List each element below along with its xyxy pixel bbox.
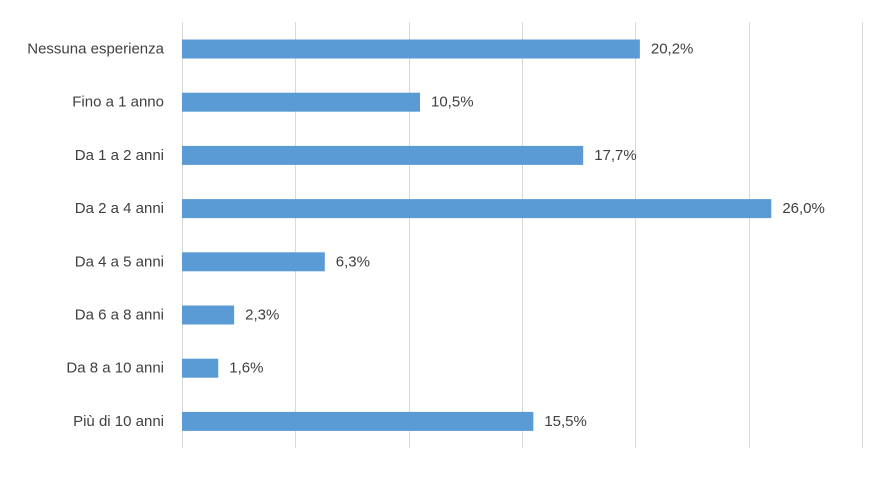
- bar-7: [182, 411, 534, 431]
- value-labels: 20,2% 10,5% 17,7% 26,0% 6,3% 2,3% 1,6% 15,5%: [229, 41, 825, 430]
- category-label-4: Da 4 a 5 anni: [75, 253, 164, 270]
- category-label-0: Nessuna esperienza: [27, 41, 164, 58]
- category-label-6: Da 8 a 10 anni: [66, 360, 164, 377]
- category-label-3: Da 2 a 4 anni: [75, 200, 164, 217]
- bar-3: [182, 199, 772, 219]
- value-label-2: 17,7%: [594, 147, 637, 164]
- bar-2: [182, 145, 584, 165]
- value-label-1: 10,5%: [431, 94, 474, 111]
- category-labels: Nessuna esperienza Fino a 1 anno Da 1 a 2 …: [27, 41, 164, 430]
- category-label-2: Da 1 a 2 anni: [75, 147, 164, 164]
- bar-1: [182, 92, 420, 112]
- bar-4: [182, 252, 325, 272]
- value-label-4: 6,3%: [336, 253, 370, 270]
- category-label-7: Più di 10 anni: [73, 413, 164, 430]
- value-label-5: 2,3%: [245, 307, 279, 324]
- value-label-0: 20,2%: [651, 41, 694, 58]
- value-label-6: 1,6%: [229, 360, 263, 377]
- bar-5: [182, 305, 235, 325]
- category-label-5: Da 6 a 8 anni: [75, 307, 164, 324]
- value-label-3: 26,0%: [782, 200, 825, 217]
- bar-6: [182, 358, 219, 378]
- bar-0: [182, 39, 640, 59]
- bars: [182, 39, 772, 431]
- category-label-1: Fino a 1 anno: [72, 94, 164, 111]
- gridlines: [182, 22, 863, 448]
- value-label-7: 15,5%: [544, 413, 587, 430]
